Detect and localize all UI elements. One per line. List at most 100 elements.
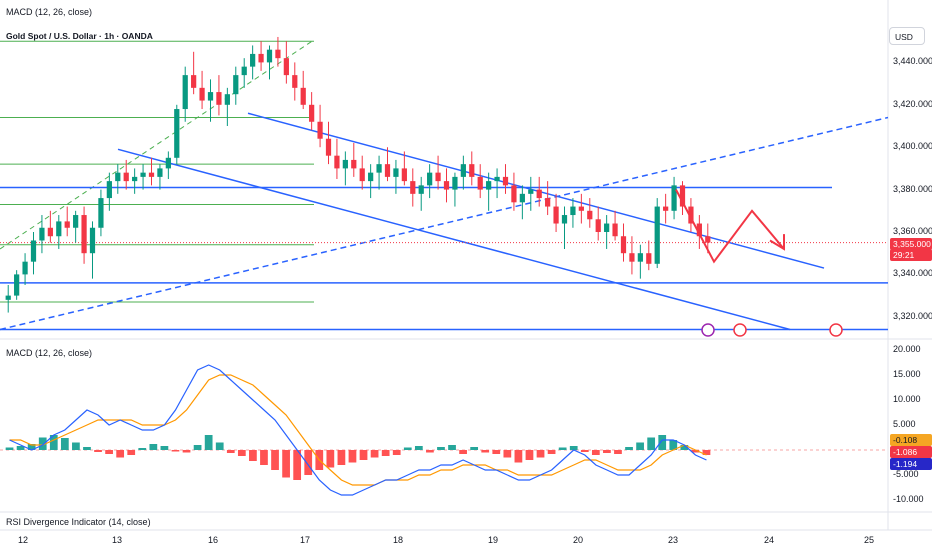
macd-histogram-bar	[547, 450, 556, 454]
macd-value-tag: -1.194	[890, 458, 932, 470]
macd-histogram-bar	[426, 450, 434, 453]
candle-body	[359, 168, 365, 182]
macd-axis-tick: 5.000	[893, 419, 916, 429]
candle-body	[671, 185, 677, 211]
macd-histogram-bar	[702, 450, 711, 455]
macd-histogram-bar	[60, 438, 69, 450]
candle-body	[258, 53, 264, 63]
last-price-tag: 3,355.000	[890, 238, 932, 250]
time-axis-tick: 16	[208, 535, 219, 545]
candle-body	[688, 206, 694, 224]
macd-histogram-bar	[691, 450, 700, 453]
macd-histogram-bar	[636, 442, 644, 450]
macd-histogram-bar	[459, 450, 467, 454]
time-axis-tick: 13	[112, 535, 123, 545]
candle-body	[5, 295, 11, 300]
candle-body	[646, 253, 652, 264]
price-axis-tick: 3,420.000	[893, 98, 932, 109]
event-icon-flag	[733, 323, 747, 337]
bar-countdown: 29:21	[890, 249, 932, 261]
candle-body	[334, 155, 340, 169]
candle-body	[410, 181, 416, 194]
candle-body	[199, 87, 205, 101]
macd-histogram-bar	[5, 447, 14, 450]
macd-histogram-bar	[72, 442, 80, 450]
candle-body	[216, 92, 222, 105]
candle-body	[393, 168, 399, 177]
symbol-title[interactable]: Gold Spot / U.S. Dollar · 1h · OANDA	[6, 31, 153, 41]
candle-body	[98, 198, 104, 228]
candle-body	[612, 223, 618, 237]
macd-axis-tick: 10.000	[893, 394, 921, 404]
macd-histogram-bar	[127, 450, 136, 455]
candle-body	[604, 223, 610, 232]
candle-body	[309, 104, 315, 122]
time-axis-tick: 19	[488, 535, 499, 545]
macd-histogram-bar	[94, 450, 102, 452]
macd-pane-title[interactable]: MACD (12, 26, close)	[6, 348, 93, 358]
macd-histogram-bar	[514, 450, 523, 463]
candle-body	[351, 159, 357, 169]
macd-histogram-bar	[138, 448, 147, 450]
macd-histogram-bar	[647, 437, 656, 450]
top-indicator-title[interactable]: MACD (12, 26, close)	[6, 7, 93, 17]
candle-body	[106, 181, 112, 199]
signal-line	[9, 374, 707, 486]
candle-body	[325, 138, 332, 156]
time-axis-tick: 17	[300, 535, 311, 545]
macd-histogram-bar	[337, 450, 346, 465]
macd-histogram-bar	[614, 450, 622, 454]
candle-body	[519, 193, 525, 203]
macd-histogram-bar	[282, 450, 290, 478]
rsi-pane-title[interactable]: RSI Divergence Indicator (14, close)	[6, 517, 151, 527]
candle-body	[47, 227, 53, 237]
candle-body	[452, 176, 458, 190]
event-icon-lightning	[701, 323, 715, 337]
candle-body	[241, 66, 247, 76]
macd-histogram-bar	[603, 450, 611, 453]
macd-histogram-bar	[381, 450, 390, 456]
candle-body	[679, 185, 686, 207]
macd-histogram-bar	[204, 435, 213, 450]
macd-histogram-bar	[403, 447, 412, 450]
macd-histogram-bar	[226, 450, 235, 453]
price-axis-tick: 3,380.000	[893, 183, 932, 194]
macd-histogram-bar	[16, 446, 25, 450]
candle-body	[629, 253, 635, 262]
candle-body	[654, 206, 660, 264]
candle-body	[435, 172, 441, 182]
candle-body	[595, 219, 601, 232]
macd-axis-tick: -10.000	[893, 494, 924, 504]
candle-body	[73, 215, 79, 228]
macd-histogram-bar	[470, 447, 479, 450]
macd-histogram-bar	[437, 447, 445, 450]
candle-body	[705, 236, 711, 243]
macd-histogram-bar	[503, 450, 512, 458]
candle-body	[266, 49, 273, 63]
candle-body	[148, 172, 155, 177]
macd-histogram-bar	[392, 450, 401, 455]
macd-histogram-bar	[370, 450, 379, 458]
candle-body	[663, 206, 669, 211]
candle-body	[317, 121, 323, 139]
candle-body	[22, 261, 28, 275]
candle-body	[570, 206, 576, 216]
macd-axis-tick: 20.000	[893, 344, 921, 354]
candle-body	[64, 221, 70, 228]
price-axis-tick: 3,340.000	[893, 268, 932, 279]
macd-histogram-bar	[558, 447, 567, 450]
macd-axis-tick: -5.000	[893, 469, 919, 479]
candle-body	[368, 172, 374, 182]
green-trend-line	[0, 40, 313, 250]
time-axis-tick: 18	[393, 535, 404, 545]
macd-histogram-bar	[105, 450, 113, 454]
candle-body	[233, 75, 239, 95]
candle-body	[81, 215, 87, 254]
dashed-trend-line	[0, 116, 889, 331]
candle-body	[620, 236, 627, 254]
macd-line	[9, 364, 707, 496]
candle-body	[443, 181, 450, 190]
currency-selector[interactable]: USD	[889, 27, 925, 45]
